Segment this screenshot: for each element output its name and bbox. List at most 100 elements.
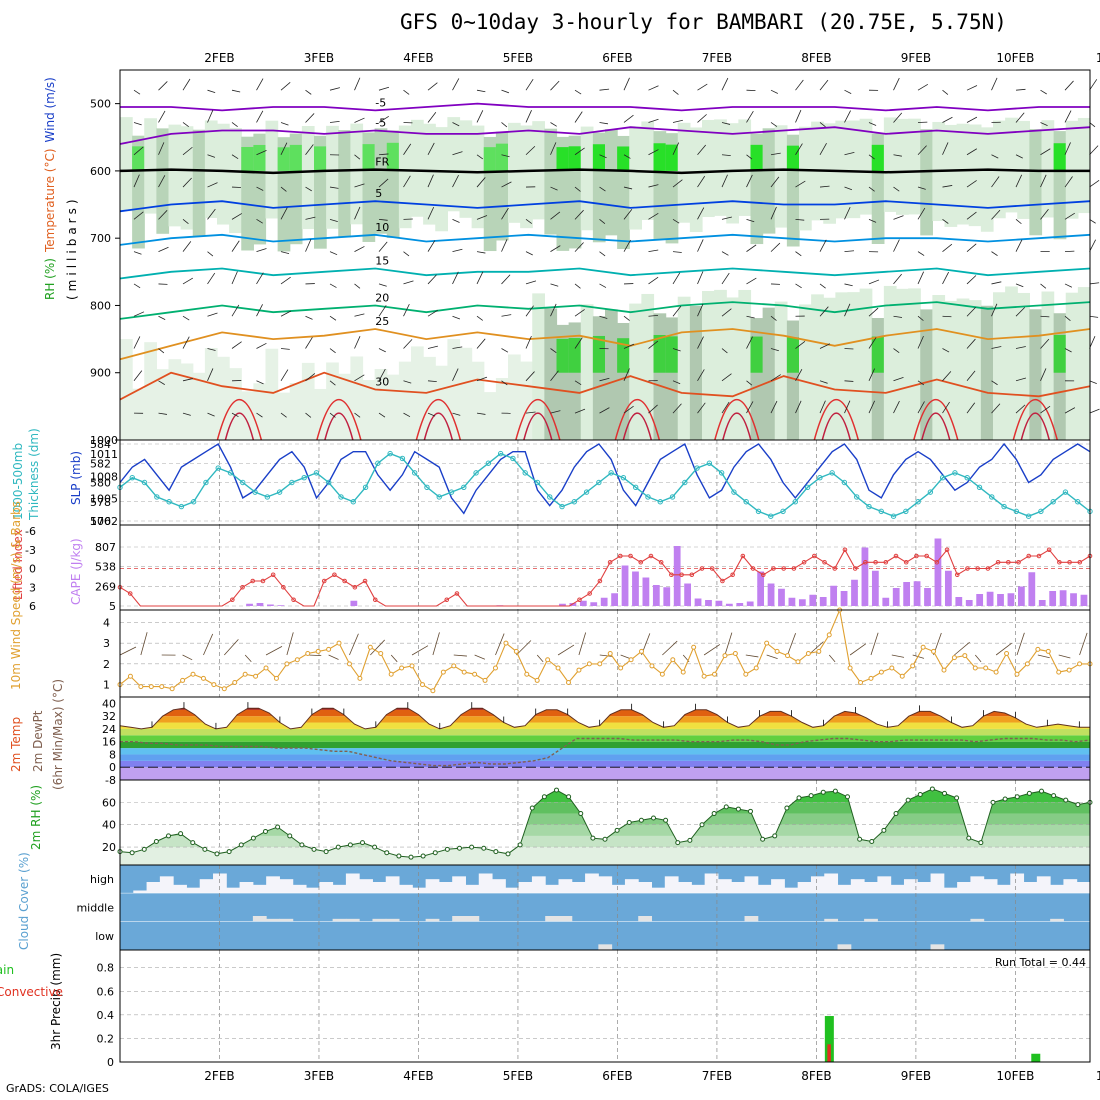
cape-bar bbox=[746, 601, 754, 606]
wind-speed-point bbox=[858, 680, 864, 685]
wind-barb bbox=[256, 110, 264, 123]
cloud-cell bbox=[877, 876, 892, 894]
wind-barb bbox=[574, 89, 582, 95]
wind10m-barb bbox=[828, 654, 836, 663]
cape-bar bbox=[986, 591, 994, 606]
cloud-cell bbox=[372, 882, 387, 894]
wind-speed-point bbox=[597, 661, 603, 667]
wind-barb bbox=[672, 89, 679, 95]
wind-barb bbox=[648, 404, 658, 414]
wind-speed-point bbox=[805, 651, 811, 656]
wind10m-barb bbox=[370, 639, 385, 656]
date-label-top: 7FEB bbox=[702, 51, 732, 65]
li-point bbox=[730, 572, 735, 578]
wind-speed-point bbox=[388, 671, 394, 677]
thickness-point bbox=[645, 494, 651, 500]
wind-barb bbox=[672, 179, 683, 188]
rh-shade-cell bbox=[871, 336, 885, 373]
rh-shade-cell bbox=[459, 120, 473, 218]
wind-speed-point bbox=[983, 665, 989, 671]
wind-barb bbox=[354, 206, 361, 220]
cloud-cell bbox=[957, 882, 971, 894]
cape-ylabel: CAPE (J/kg) bbox=[69, 538, 83, 605]
wind-barb bbox=[917, 251, 925, 256]
thickness-point bbox=[461, 484, 467, 491]
rh-shade-cell bbox=[1005, 286, 1018, 440]
wind-speed-point bbox=[159, 684, 165, 690]
li-y-tick: 3 bbox=[29, 581, 36, 594]
thickness-point bbox=[817, 474, 823, 481]
rh-shade-cell bbox=[168, 359, 182, 440]
wind-barb bbox=[721, 373, 732, 382]
thickness-point bbox=[1038, 508, 1044, 515]
cloud-cell bbox=[1063, 879, 1078, 894]
wind-barb bbox=[403, 303, 410, 317]
wind-speed-point bbox=[565, 680, 571, 685]
wind-speed-point bbox=[618, 665, 624, 671]
wind-barb bbox=[1089, 79, 1098, 91]
rh-shade-cell bbox=[883, 117, 897, 212]
precip-ylabel: 3hr Precip (mm) bbox=[49, 953, 63, 1050]
li-point bbox=[822, 559, 827, 565]
wind-barb bbox=[550, 410, 561, 414]
thickness-point bbox=[608, 470, 614, 476]
wind-barb bbox=[550, 211, 561, 220]
rh-shade-cell bbox=[1065, 292, 1079, 440]
wind10m-barb bbox=[536, 654, 544, 663]
thickness-point bbox=[976, 484, 983, 491]
wind-barb bbox=[1015, 283, 1024, 288]
wind-barb bbox=[746, 244, 757, 252]
cape-bar bbox=[1059, 590, 1067, 606]
wind-barb bbox=[256, 272, 264, 285]
cape-bar bbox=[632, 571, 639, 606]
dewpt-ylabel: 2m DewPt bbox=[31, 710, 45, 772]
cape-bar bbox=[913, 581, 921, 606]
rh-shade-cell bbox=[580, 304, 594, 440]
rh-shade-cell bbox=[896, 288, 909, 440]
rh-shade-cell bbox=[168, 124, 182, 227]
li-point bbox=[362, 578, 368, 584]
wind-barb bbox=[991, 77, 998, 91]
wind-barb bbox=[868, 154, 875, 160]
rh-point bbox=[929, 786, 935, 792]
temperature-contour bbox=[423, 412, 454, 441]
rh-shade-cell bbox=[1017, 292, 1030, 440]
wind-barb bbox=[256, 304, 263, 317]
rh-point bbox=[796, 795, 802, 801]
wind-barb bbox=[648, 314, 659, 317]
cloud-cell bbox=[837, 944, 852, 950]
wind-barb bbox=[966, 180, 977, 188]
thickness-point bbox=[890, 513, 897, 519]
wind-barb bbox=[354, 117, 365, 123]
wind-barb bbox=[746, 218, 755, 223]
wind-barb bbox=[182, 219, 189, 225]
wind-barb bbox=[133, 311, 145, 317]
wind-ylabel: 10m Wind Speed (m/s) & Barbs bbox=[9, 501, 23, 690]
cape-bar bbox=[851, 579, 858, 606]
thickness-y-tick: 578 bbox=[90, 496, 111, 509]
ylabel-part: Wind (m/s) bbox=[43, 77, 57, 142]
rh-shade-cell bbox=[738, 289, 752, 440]
rh-shade-cell bbox=[859, 118, 873, 215]
rh-shade-cell bbox=[447, 339, 461, 440]
li-point bbox=[924, 553, 929, 559]
wind-barb bbox=[1064, 80, 1074, 91]
wind-barb bbox=[868, 279, 880, 285]
thickness-point bbox=[215, 465, 221, 471]
wind-barb bbox=[305, 186, 312, 192]
wind-barb bbox=[354, 77, 361, 91]
thickness-point bbox=[743, 499, 749, 505]
wind-barb bbox=[354, 246, 365, 252]
rh-shade-cell bbox=[301, 126, 315, 230]
thickness-y-tick: 582 bbox=[90, 457, 111, 470]
temp-y-tick: -8 bbox=[105, 774, 116, 787]
li-point bbox=[1057, 559, 1062, 565]
cape-y-tick: 538 bbox=[95, 561, 116, 574]
wind-barb bbox=[329, 87, 340, 91]
rh-shade-cell bbox=[1005, 117, 1018, 213]
rh-point bbox=[651, 815, 656, 821]
rh-point bbox=[263, 828, 268, 834]
wind-barb bbox=[476, 154, 484, 160]
li-point bbox=[332, 572, 337, 578]
wind-barb bbox=[305, 113, 315, 123]
